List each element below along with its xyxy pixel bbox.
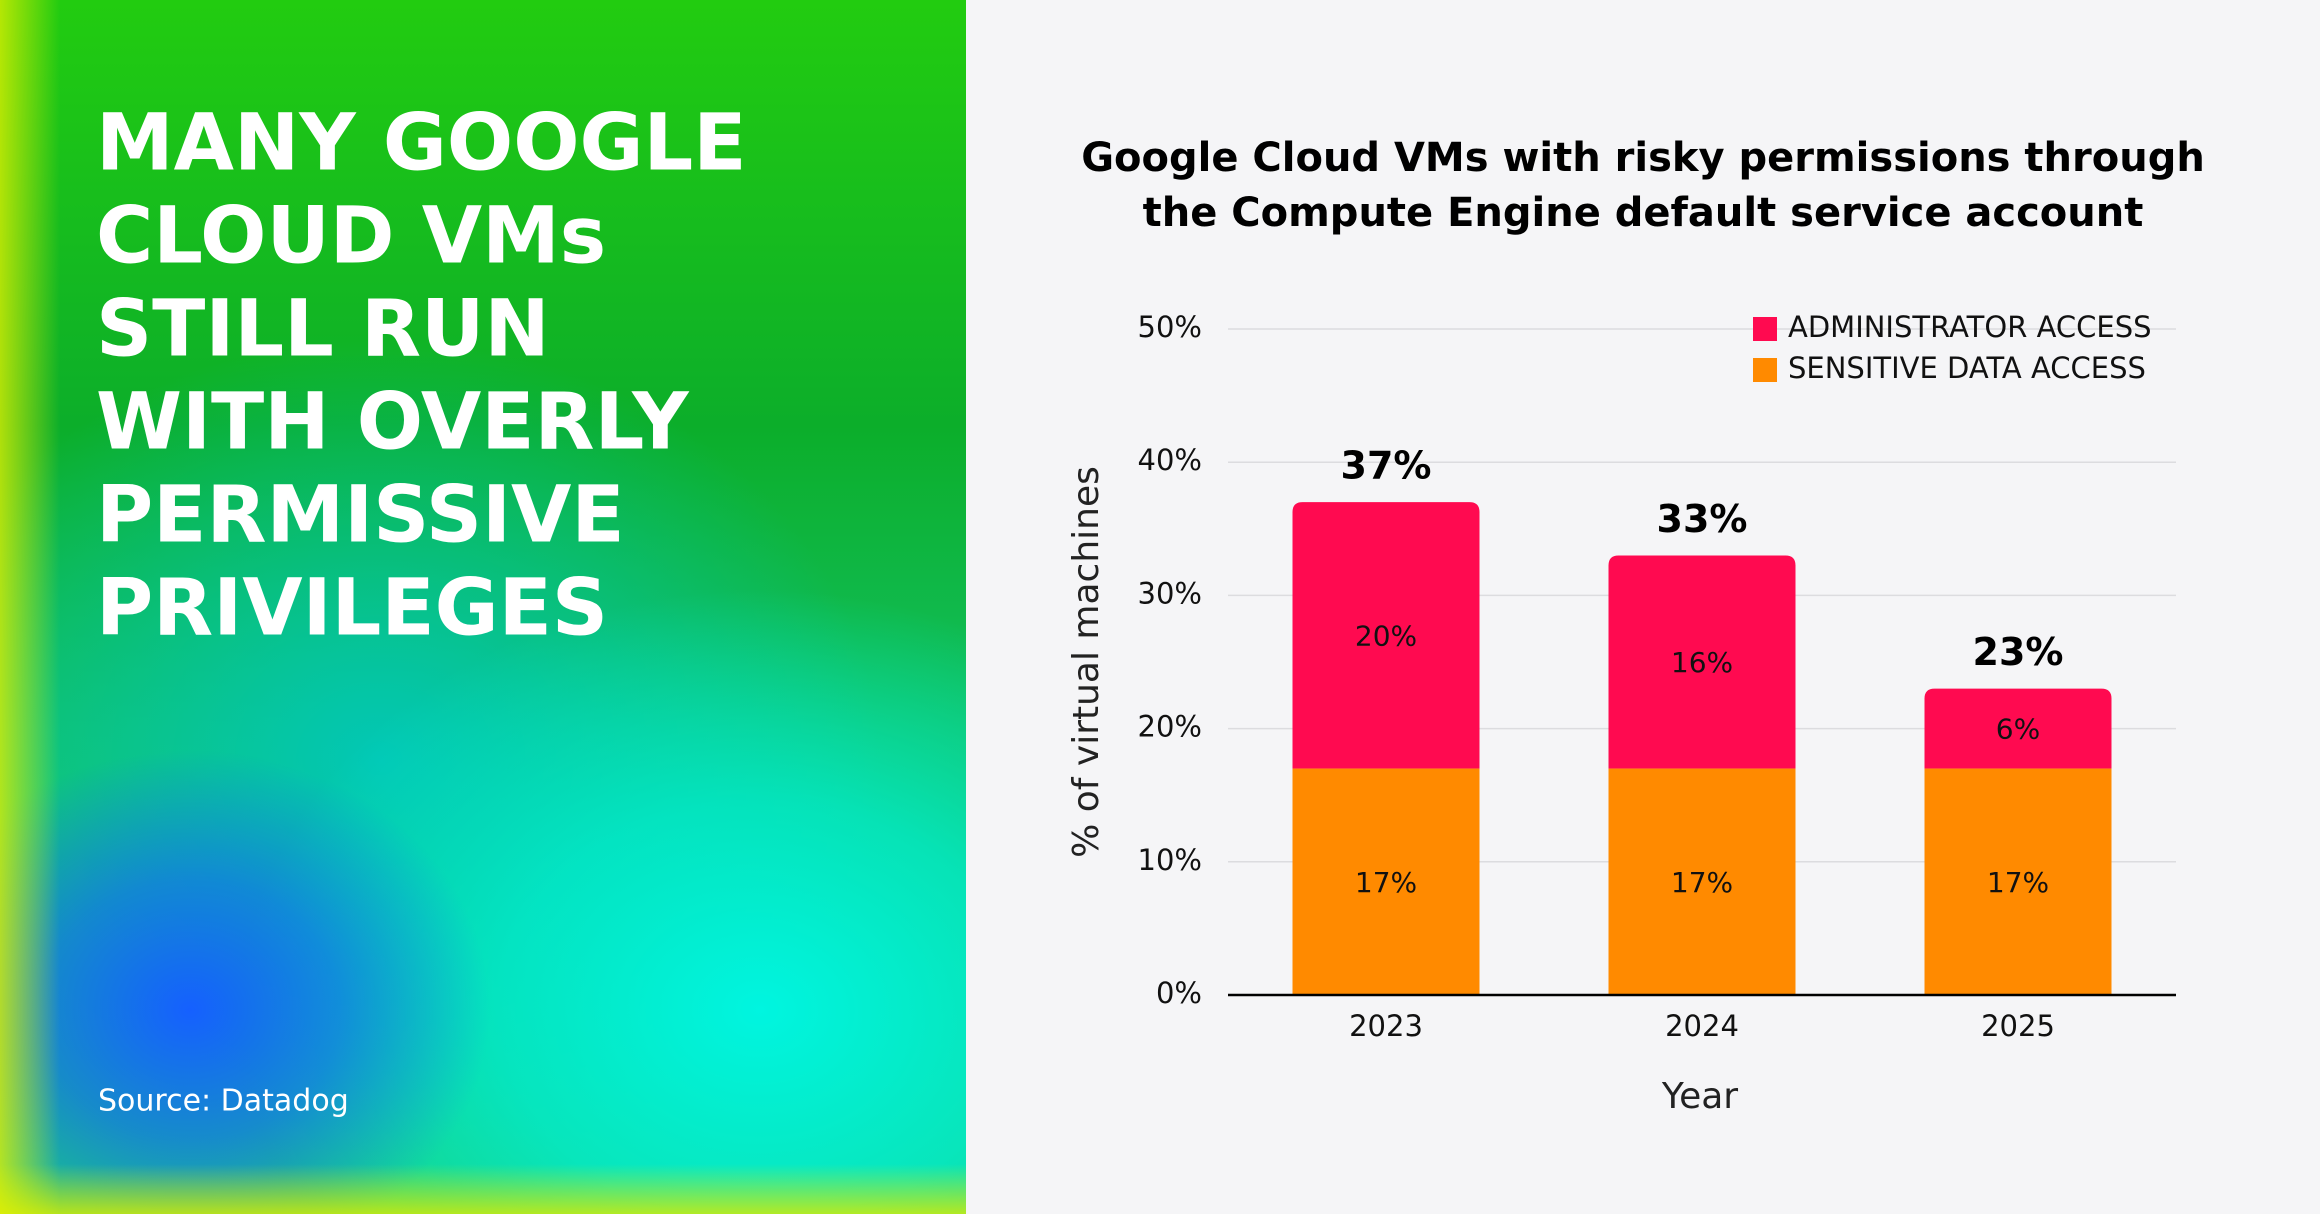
bar-segment [1608, 555, 1796, 769]
x-tick-label: 2024 [1665, 1009, 1739, 1043]
y-axis-label: % of virtual machines [1066, 466, 1107, 858]
headline: WITH OVERLY [96, 377, 690, 467]
headline: STILL RUN [96, 284, 550, 374]
y-tick-label: 50% [1138, 310, 1202, 344]
total-label: 23% [1973, 630, 2064, 674]
headline: PRIVILEGES [96, 563, 608, 653]
y-tick-label: 40% [1138, 443, 1202, 477]
headline: CLOUD VMs [96, 191, 606, 281]
legend-swatch [1753, 317, 1777, 341]
value-label: 17% [1987, 866, 2049, 899]
y-tick-label: 30% [1138, 576, 1202, 610]
x-tick-label: 2023 [1349, 1009, 1423, 1043]
value-label: 17% [1355, 866, 1417, 899]
bar-segment [1292, 502, 1480, 769]
legend-swatch [1753, 358, 1777, 382]
source: Source: Datadog [98, 1084, 349, 1119]
x-tick-label: 2025 [1981, 1009, 2055, 1043]
chart-title: the Compute Engine default service accou… [1143, 190, 2144, 236]
bar-segment [1608, 768, 1796, 995]
hero-panel [0, 0, 966, 1214]
headline: PERMISSIVE [96, 470, 625, 560]
y-tick-label: 10% [1138, 843, 1202, 877]
total-label: 37% [1341, 444, 1432, 488]
chart-title: Google Cloud VMs with risky permissions … [1081, 135, 2205, 181]
legend-label: SENSITIVE DATA ACCESS [1788, 351, 2146, 385]
bar-segment [1292, 768, 1480, 995]
value-label: 20% [1355, 619, 1417, 652]
y-tick-label: 20% [1138, 710, 1202, 744]
value-label: 16% [1671, 646, 1733, 679]
bar-segment [1924, 768, 2112, 995]
value-label: 6% [1996, 713, 2040, 746]
value-label: 17% [1671, 866, 1733, 899]
bar-segment [1924, 688, 2112, 769]
total-label: 33% [1657, 497, 1748, 541]
y-tick-label: 0% [1156, 976, 1202, 1010]
legend-label: ADMINISTRATOR ACCESS [1788, 310, 2152, 344]
x-axis-label: Year [1661, 1076, 1738, 1117]
headline: MANY GOOGLE [96, 98, 747, 188]
